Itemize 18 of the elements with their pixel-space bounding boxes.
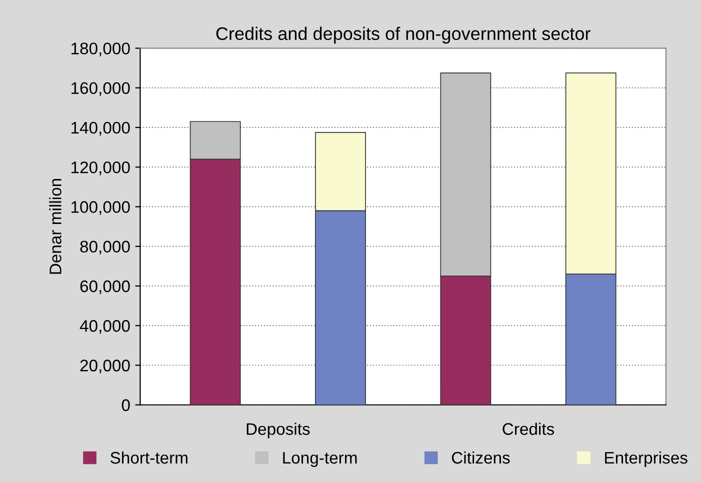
y-tick-label: 0 (122, 399, 130, 412)
y-axis-title: Denar million (49, 178, 62, 274)
text: Credits (502, 422, 554, 435)
y-tick-label: 20,000 (80, 360, 130, 374)
legend-label: Citizens (452, 451, 510, 464)
y-tick-label: 100,000 (72, 201, 130, 215)
y-tick-label: 160,000 (72, 82, 130, 96)
legend-label: Long-term (283, 452, 357, 467)
y-tick-label: 60,000 (80, 280, 130, 294)
legend-label: Short-term (110, 451, 188, 464)
legend-label: Enterprises (605, 451, 688, 467)
y-tick-label: 80,000 (80, 240, 130, 255)
y-tick-label: 120,000 (72, 161, 130, 176)
y-tick-label: 180,000 (72, 42, 130, 56)
y-tick-label: 40,000 (80, 320, 130, 334)
chart-title: Credits and deposits of non-government sector (216, 26, 590, 44)
text: Deposits (246, 422, 310, 438)
y-tick-label: 140,000 (72, 122, 130, 136)
